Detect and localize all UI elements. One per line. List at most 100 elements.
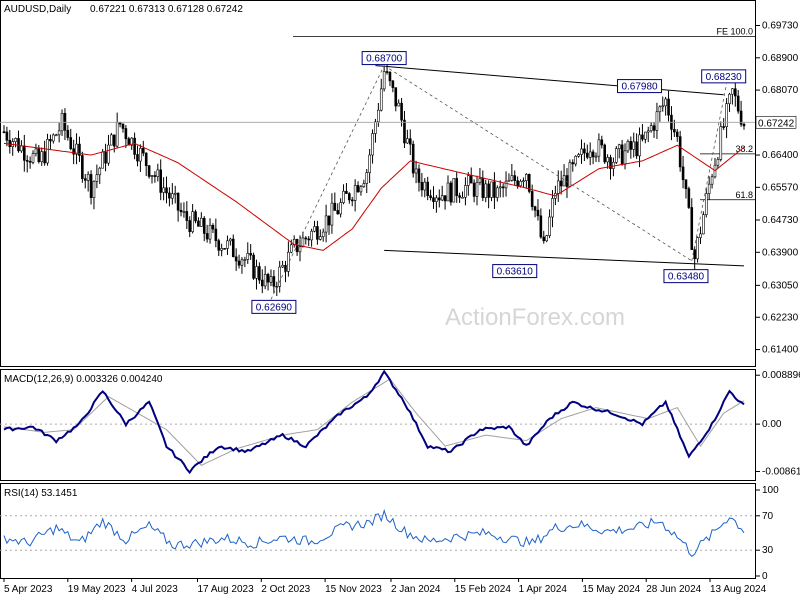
fibo-level-label: 61.8 [735,190,753,200]
candle-body [92,181,96,198]
candle-body [551,198,554,218]
candle-body [414,168,418,174]
price-label-text: 0.68230 [706,72,743,83]
candle-body [487,183,490,198]
candle-body [693,249,696,260]
current-price-box [755,115,797,129]
date-tick-label: 13 Aug 2024 [710,584,767,595]
candle-body [231,238,235,258]
candle-body [298,246,302,253]
date-tick-label: 2 Oct 2023 [261,584,310,595]
candle-body [330,202,334,226]
candle-body [333,202,337,211]
candle-body [316,226,319,240]
price-label-text: 0.62690 [256,302,293,313]
date-tick-label: 5 Apr 2023 [4,584,53,595]
candle-body [69,137,73,150]
candle-body [707,183,711,194]
trendline [384,249,745,267]
candle-body [66,129,70,138]
candle-body [43,151,46,164]
candle-body [719,126,723,160]
candle-body [191,211,194,232]
macd-tick-label: -0.008612 [762,466,800,477]
candle-body [467,175,470,186]
candle-body [8,139,12,148]
candle-body [655,111,659,131]
rsi-tick-label: 30 [762,545,774,556]
date-axis: 5 Apr 2023 19 May 2023 4 Jul 2023 17 Aug 20… [3,578,767,595]
candle-body [562,175,566,187]
candle-body [455,178,459,196]
current-price-marker: 0.67242 [0,115,797,129]
candle-body [156,169,160,177]
candle-body [5,131,9,141]
date-tick-label: 1 Apr 2024 [519,584,568,595]
price-tick-label: 0.68070 [762,85,799,96]
candle-body [95,174,99,182]
candle-body [432,197,435,202]
candle-body [568,162,572,187]
candle-body [646,130,650,133]
candle-body [63,113,67,131]
candle-body [284,264,287,272]
candle-body [37,148,41,163]
candle-body [168,192,171,199]
moving-average-line [3,142,745,251]
candle-body [28,161,32,163]
candle-body [139,148,142,162]
candle-body [408,138,412,145]
candle-body [475,182,479,197]
candle-body [661,105,665,108]
candle-body [516,180,519,187]
rsi-tick-label: 0 [762,571,768,582]
price-label-text: 0.68700 [366,54,403,65]
candle-body [493,181,496,198]
candle-body [272,276,276,287]
candle-body [220,248,223,251]
candle-body [348,193,351,201]
candle-body [498,186,502,189]
candle-body [365,172,369,184]
candle-body [435,197,438,202]
candle-body [301,237,305,248]
candle-body [394,87,398,107]
candle-body [194,211,197,222]
candle-body [211,224,215,230]
price-tick-label: 0.61400 [762,345,799,356]
candle-body [406,138,409,144]
macd-tick-label: 0.00 [762,419,782,430]
macd-main-line [3,369,745,475]
candle-body [31,153,35,163]
candle-body [664,98,667,107]
candle-body [25,160,29,162]
candle-body [223,248,226,250]
candle-body [678,136,682,168]
candle-body [603,144,607,163]
rsi-line [3,508,745,557]
candle-body [304,237,308,240]
candle-body [17,138,20,152]
candle-body [150,175,154,177]
candle-body [173,192,177,195]
candle-body [641,134,644,140]
candle-body [632,141,636,150]
candle-body [504,180,508,189]
candle-body [124,128,128,140]
candle-body [588,151,592,158]
candle-body [458,195,461,198]
price-tick-label: 0.68900 [762,53,799,64]
candle-body [345,190,348,194]
candle-body [446,182,450,202]
candle-body [635,141,638,157]
price-label-text: 0.63480 [668,272,705,283]
candle-body [702,214,705,235]
candle-body [638,134,641,157]
candle-body [379,88,383,111]
candle-body [313,226,316,232]
candle-body [54,134,58,137]
rsi-title: RSI(14) 53.1451 [4,488,78,499]
candle-body [289,244,293,253]
candle-body [46,138,49,164]
trendline [375,65,724,96]
